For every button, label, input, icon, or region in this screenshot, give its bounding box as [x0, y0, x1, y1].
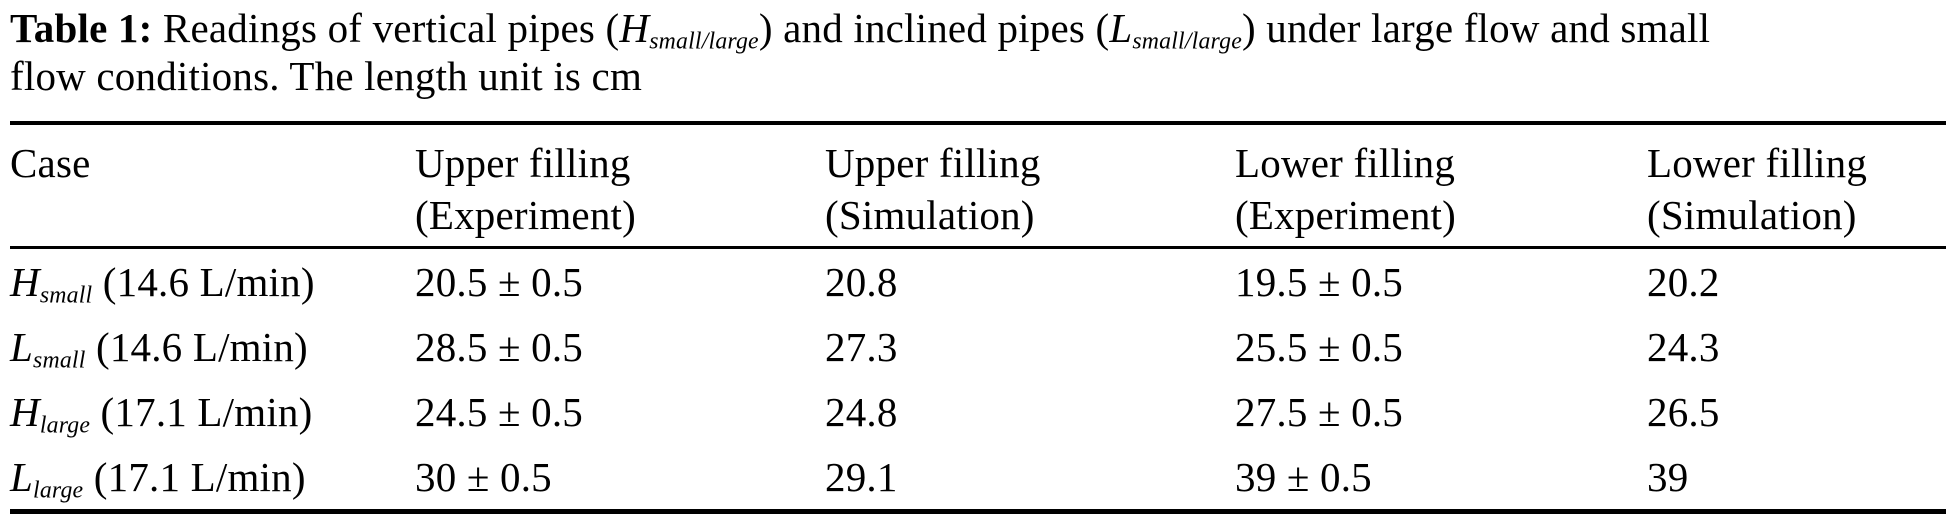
- case-cell: Lsmall (14.6 L/min): [10, 314, 415, 379]
- column-header-line1: Lower filling: [1235, 140, 1456, 186]
- column-header-upper-simulation: Upper filling (Simulation): [825, 123, 1235, 249]
- table-row: Hlarge (17.1 L/min) 24.5 ± 0.5 24.8 27.5…: [10, 379, 1946, 444]
- value-cell-lower-simulation: 24.3: [1647, 323, 1720, 370]
- case-variable: H: [10, 258, 40, 305]
- readings-table: Case Upper filling (Experiment) Upper fi…: [10, 121, 1946, 514]
- value-cell-upper-experiment: 20.5 ± 0.5: [415, 258, 584, 305]
- column-header-lower-experiment: Lower filling (Experiment): [1235, 123, 1647, 249]
- column-header-line2: (Simulation): [825, 192, 1035, 238]
- value-cell-lower-experiment: 25.5 ± 0.5: [1235, 323, 1404, 370]
- caption-text-4: flow conditions. The length unit is cm: [10, 53, 643, 99]
- column-header-case: Case: [10, 123, 415, 249]
- caption-variable-h: H: [619, 5, 650, 51]
- caption-text-2: ) and inclined pipes (: [758, 5, 1110, 51]
- table-caption: Table 1: Readings of vertical pipes (Hsm…: [10, 4, 1946, 100]
- value-cell-upper-simulation: 27.3: [825, 323, 898, 370]
- case-flow-rate: (14.6 L/min): [85, 323, 308, 370]
- value-cell-upper-experiment: 24.5 ± 0.5: [415, 388, 584, 435]
- value-cell-upper-simulation: 24.8: [825, 388, 898, 435]
- value-cell-lower-simulation: 20.2: [1647, 258, 1720, 305]
- case-cell: Hlarge (17.1 L/min): [10, 379, 415, 444]
- value-cell-lower-experiment: 19.5 ± 0.5: [1235, 258, 1404, 305]
- caption-subscript-h: small/large: [649, 28, 759, 55]
- value-cell-lower-experiment: 27.5 ± 0.5: [1235, 388, 1404, 435]
- caption-text-3: ) under large flow and small: [1241, 5, 1711, 51]
- column-header-line2: (Experiment): [415, 192, 636, 238]
- value-cell-lower-simulation: 39: [1647, 453, 1689, 500]
- table-header-row: Case Upper filling (Experiment) Upper fi…: [10, 123, 1946, 249]
- column-header-line2: (Simulation): [1647, 192, 1857, 238]
- caption-subscript-l: small/large: [1132, 28, 1242, 55]
- column-header-line2: (Experiment): [1235, 192, 1456, 238]
- value-cell-lower-experiment: 39 ± 0.5: [1235, 453, 1372, 500]
- case-subscript: large: [39, 412, 91, 439]
- caption-variable-l: L: [1109, 5, 1133, 51]
- case-subscript: small: [39, 282, 93, 309]
- column-header-line1: Lower filling: [1647, 140, 1868, 186]
- table-caption-label: Table 1:: [10, 5, 153, 51]
- table-row: Llarge (17.1 L/min) 30 ± 0.5 29.1 39 ± 0…: [10, 444, 1946, 512]
- case-subscript: large: [33, 477, 84, 504]
- value-cell-upper-experiment: 30 ± 0.5: [415, 453, 552, 500]
- table-body: Hsmall (14.6 L/min) 20.5 ± 0.5 20.8 19.5…: [10, 248, 1946, 512]
- value-cell-upper-simulation: 29.1: [825, 453, 898, 500]
- value-cell-lower-simulation: 26.5: [1647, 388, 1720, 435]
- case-subscript: small: [33, 347, 86, 374]
- table-row: Lsmall (14.6 L/min) 28.5 ± 0.5 27.3 25.5…: [10, 314, 1946, 379]
- column-header-line1: Upper filling: [825, 140, 1041, 186]
- case-flow-rate: (17.1 L/min): [90, 388, 313, 435]
- case-variable: L: [10, 323, 34, 370]
- table-row: Hsmall (14.6 L/min) 20.5 ± 0.5 20.8 19.5…: [10, 248, 1946, 315]
- case-variable: L: [10, 453, 34, 500]
- case-cell: Llarge (17.1 L/min): [10, 444, 415, 512]
- case-flow-rate: (17.1 L/min): [83, 453, 306, 500]
- column-header-lower-simulation: Lower filling (Simulation): [1647, 123, 1946, 249]
- value-cell-upper-simulation: 20.8: [825, 258, 898, 305]
- case-flow-rate: (14.6 L/min): [92, 258, 315, 305]
- case-variable: H: [10, 388, 40, 435]
- column-header-upper-experiment: Upper filling (Experiment): [415, 123, 825, 249]
- value-cell-upper-experiment: 28.5 ± 0.5: [415, 323, 584, 370]
- column-header-line1: Case: [10, 140, 91, 186]
- table-header: Case Upper filling (Experiment) Upper fi…: [10, 123, 1946, 249]
- caption-text-1: Readings of vertical pipes (: [152, 5, 620, 51]
- case-cell: Hsmall (14.6 L/min): [10, 248, 415, 315]
- column-header-line1: Upper filling: [415, 140, 631, 186]
